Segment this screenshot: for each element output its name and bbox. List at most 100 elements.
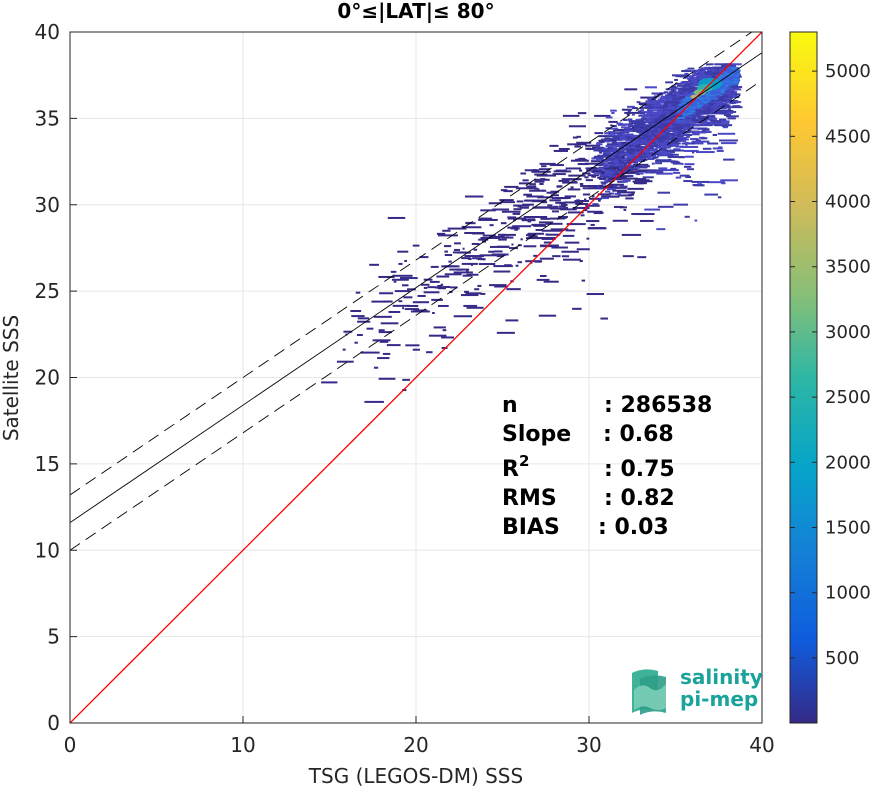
scatter-point xyxy=(500,189,508,192)
scatter-point xyxy=(644,208,661,211)
scatter-point xyxy=(719,139,738,142)
scatter-point xyxy=(536,174,557,177)
scatter-point xyxy=(675,118,684,121)
scatter-point xyxy=(644,105,649,108)
scatter-point xyxy=(567,143,587,146)
scatter-point xyxy=(397,250,409,253)
scatter-point xyxy=(550,190,560,193)
scatter-point xyxy=(642,106,646,109)
scatter-point xyxy=(558,147,570,150)
scatter-point xyxy=(607,144,614,147)
scatter-point xyxy=(646,145,652,148)
scatter-point xyxy=(583,209,588,212)
scatter-point xyxy=(383,300,393,303)
scatter-point xyxy=(635,157,640,160)
scatter-point xyxy=(730,76,737,79)
scatter-point xyxy=(433,326,446,329)
scatter-point xyxy=(652,99,656,102)
scatter-point xyxy=(526,234,536,237)
scatter-point xyxy=(675,140,680,143)
scatter-point xyxy=(664,110,672,113)
scatter-point xyxy=(675,97,681,100)
scatter-point xyxy=(584,198,587,201)
scatter-point xyxy=(709,119,717,122)
scatter-point xyxy=(709,74,715,77)
scatter-point xyxy=(534,173,548,176)
colorbar-tick-label: 500 xyxy=(825,648,859,669)
scatter-point xyxy=(612,173,617,176)
salinity-pi-mep-logo: salinity pi-mep xyxy=(632,665,763,715)
scatter-point xyxy=(657,205,674,208)
scatter-point xyxy=(665,81,673,84)
scatter-point xyxy=(725,87,733,90)
scatter-point xyxy=(730,71,740,74)
scatter-point xyxy=(489,235,505,238)
scatter-point xyxy=(648,124,655,127)
scatter-point xyxy=(665,133,675,136)
scatter-point xyxy=(644,165,650,168)
scatter-point xyxy=(724,113,732,116)
scatter-point xyxy=(608,176,627,179)
scatter-point xyxy=(680,145,699,148)
scatter-point xyxy=(727,69,734,72)
scatter-point xyxy=(613,205,624,208)
scatter-point xyxy=(525,260,543,263)
scatter-point xyxy=(379,292,394,295)
scatter-point xyxy=(717,97,724,100)
scatter-point xyxy=(602,164,609,167)
scatter-point xyxy=(614,155,618,158)
scatter-point xyxy=(640,140,647,143)
scatter-point xyxy=(476,257,483,260)
scatter-point xyxy=(651,162,655,165)
scatter-point xyxy=(500,233,516,236)
scatter-point xyxy=(691,78,695,81)
scatter-point xyxy=(437,284,443,287)
scatter-point xyxy=(549,144,559,147)
scatter-point xyxy=(404,308,419,311)
scatter-point xyxy=(505,319,519,322)
scatter-point xyxy=(466,306,484,309)
scatter-point xyxy=(529,189,547,192)
scatter-point xyxy=(602,147,610,150)
scatter-point xyxy=(627,118,633,121)
stat-n-label: n xyxy=(502,393,518,418)
scatter-point xyxy=(663,104,670,107)
scatter-point xyxy=(562,234,575,237)
scatter-point xyxy=(707,142,719,145)
scatter-point xyxy=(388,310,401,313)
scatter-point xyxy=(523,193,532,196)
scatter-point xyxy=(619,136,625,139)
scatter-point xyxy=(671,128,679,131)
scatter-point xyxy=(386,344,401,347)
scatter-point xyxy=(656,142,662,145)
scatter-point xyxy=(597,176,602,179)
scatter-point xyxy=(529,183,536,186)
scatter-point xyxy=(690,92,696,95)
scatter-point xyxy=(618,160,624,163)
scatter-point xyxy=(617,180,626,183)
scatter-point xyxy=(496,331,515,334)
scatter-point xyxy=(626,143,633,146)
scatter-point xyxy=(667,155,684,158)
scatter-point xyxy=(729,84,735,87)
scatter-point xyxy=(705,94,713,97)
scatter-point xyxy=(605,116,613,119)
scatter-point xyxy=(645,125,655,128)
scatter-point xyxy=(656,128,661,131)
scatter-point xyxy=(710,103,718,106)
scatter-point xyxy=(437,304,449,307)
scatter-point xyxy=(450,286,458,289)
scatter-point xyxy=(609,149,614,152)
scatter-point xyxy=(657,191,671,194)
scatter-point xyxy=(442,329,447,332)
scatter-point xyxy=(712,91,721,94)
scatter-point xyxy=(640,109,645,112)
scatter-point xyxy=(556,217,565,220)
scatter-point xyxy=(419,256,429,259)
scatter-point xyxy=(541,201,548,204)
scatter-point xyxy=(654,102,658,105)
colorbar-tick-label: 1500 xyxy=(825,518,871,539)
scatter-point xyxy=(579,169,583,172)
scatter-point xyxy=(719,107,727,110)
scatter-point xyxy=(624,152,633,155)
